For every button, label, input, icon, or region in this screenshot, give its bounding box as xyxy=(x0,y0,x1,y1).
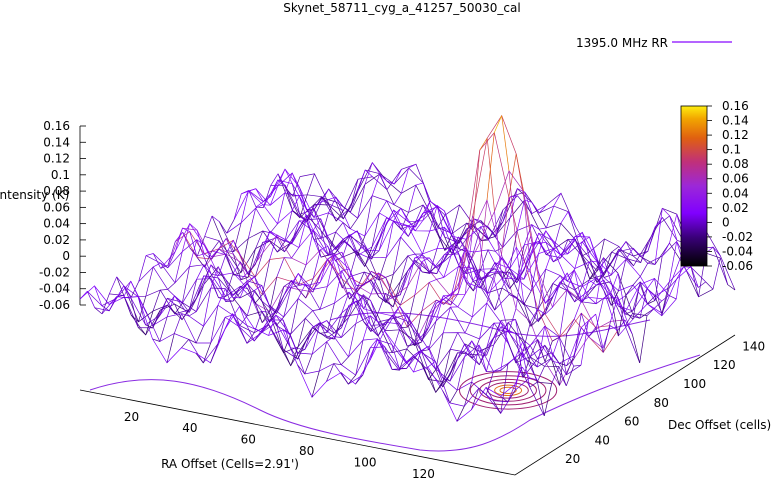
colorbar-tick-label: -0.04 xyxy=(722,244,753,258)
z-tick-label: 0.14 xyxy=(43,135,70,149)
z-tick-label: 0.06 xyxy=(43,200,70,214)
mesh-row-line xyxy=(182,114,618,353)
surface-mesh xyxy=(79,114,736,422)
x-tick-label: 120 xyxy=(412,467,435,478)
x-tick-label: 20 xyxy=(124,410,139,424)
colorbar-tick-label: 0.16 xyxy=(722,99,749,113)
y-tick-label: 60 xyxy=(624,415,639,429)
colorbar-tick-label: 0.12 xyxy=(722,128,749,142)
x-tick-label: 40 xyxy=(182,421,197,435)
y-tick-label: 120 xyxy=(713,358,736,372)
z-tick-label: 0.04 xyxy=(43,217,70,231)
colorbar-ticks: 0.160.140.120.10.080.060.040.020-0.02-0.… xyxy=(707,99,753,273)
colorbar-tick-label: 0 xyxy=(722,215,730,229)
y-tick-label: 100 xyxy=(683,377,706,391)
z-tick-label: 0.1 xyxy=(51,168,70,182)
chart-title: Skynet_58711_cyg_a_41257_50030_cal xyxy=(283,1,520,15)
z-tick-label: 0.12 xyxy=(43,152,70,166)
colorbar-tick-label: 0.04 xyxy=(722,186,749,200)
y-tick-label: 80 xyxy=(654,396,669,410)
colorbar-tick-label: -0.06 xyxy=(722,259,753,273)
x-tick-label: 80 xyxy=(299,444,314,458)
z-tick-label: 0.02 xyxy=(43,233,70,247)
y-tick-label: 40 xyxy=(595,433,610,447)
z-tick-label: -0.02 xyxy=(39,265,70,279)
x-tick-label: 60 xyxy=(241,433,256,447)
x-tick-label: 100 xyxy=(354,455,377,469)
colorbar-tick-label: 0.06 xyxy=(722,172,749,186)
colorbar-tick-label: 0.02 xyxy=(722,201,749,215)
mesh-row-line xyxy=(270,184,706,283)
z-tick-label: 0 xyxy=(62,249,70,263)
z-tick-label: 0.08 xyxy=(43,184,70,198)
legend-label: 1395.0 MHz RR xyxy=(576,36,668,50)
legend: 1395.0 MHz RR xyxy=(576,36,732,50)
y-axis-label: Dec Offset (cells) xyxy=(668,418,771,432)
colorbar-tick-label: -0.02 xyxy=(722,230,753,244)
y-tick-label: 140 xyxy=(742,339,765,353)
z-tick-label: 0.16 xyxy=(43,119,70,133)
colorbar-tick-label: 0.08 xyxy=(722,157,749,171)
z-tick-label: -0.06 xyxy=(39,298,70,312)
axes-frame xyxy=(79,126,736,476)
z-tick-label: -0.04 xyxy=(39,282,70,296)
y-tick-label: 20 xyxy=(565,452,580,466)
x-axis-label: RA Offset (Cells=2.91') xyxy=(161,457,299,471)
mesh-row-line xyxy=(167,198,604,386)
axis-ticks: 20406080100120140204060801001201400.160.… xyxy=(39,119,765,478)
colorbar-tick-label: 0.14 xyxy=(722,114,749,128)
colorbar-gradient xyxy=(680,105,708,267)
colorbar-tick-label: 0.1 xyxy=(722,143,741,157)
mesh-row-line xyxy=(109,287,545,417)
z-axis-label: Intensity (K) xyxy=(0,188,69,202)
colorbar: 0.160.140.120.10.080.060.040.020-0.02-0.… xyxy=(680,99,753,273)
